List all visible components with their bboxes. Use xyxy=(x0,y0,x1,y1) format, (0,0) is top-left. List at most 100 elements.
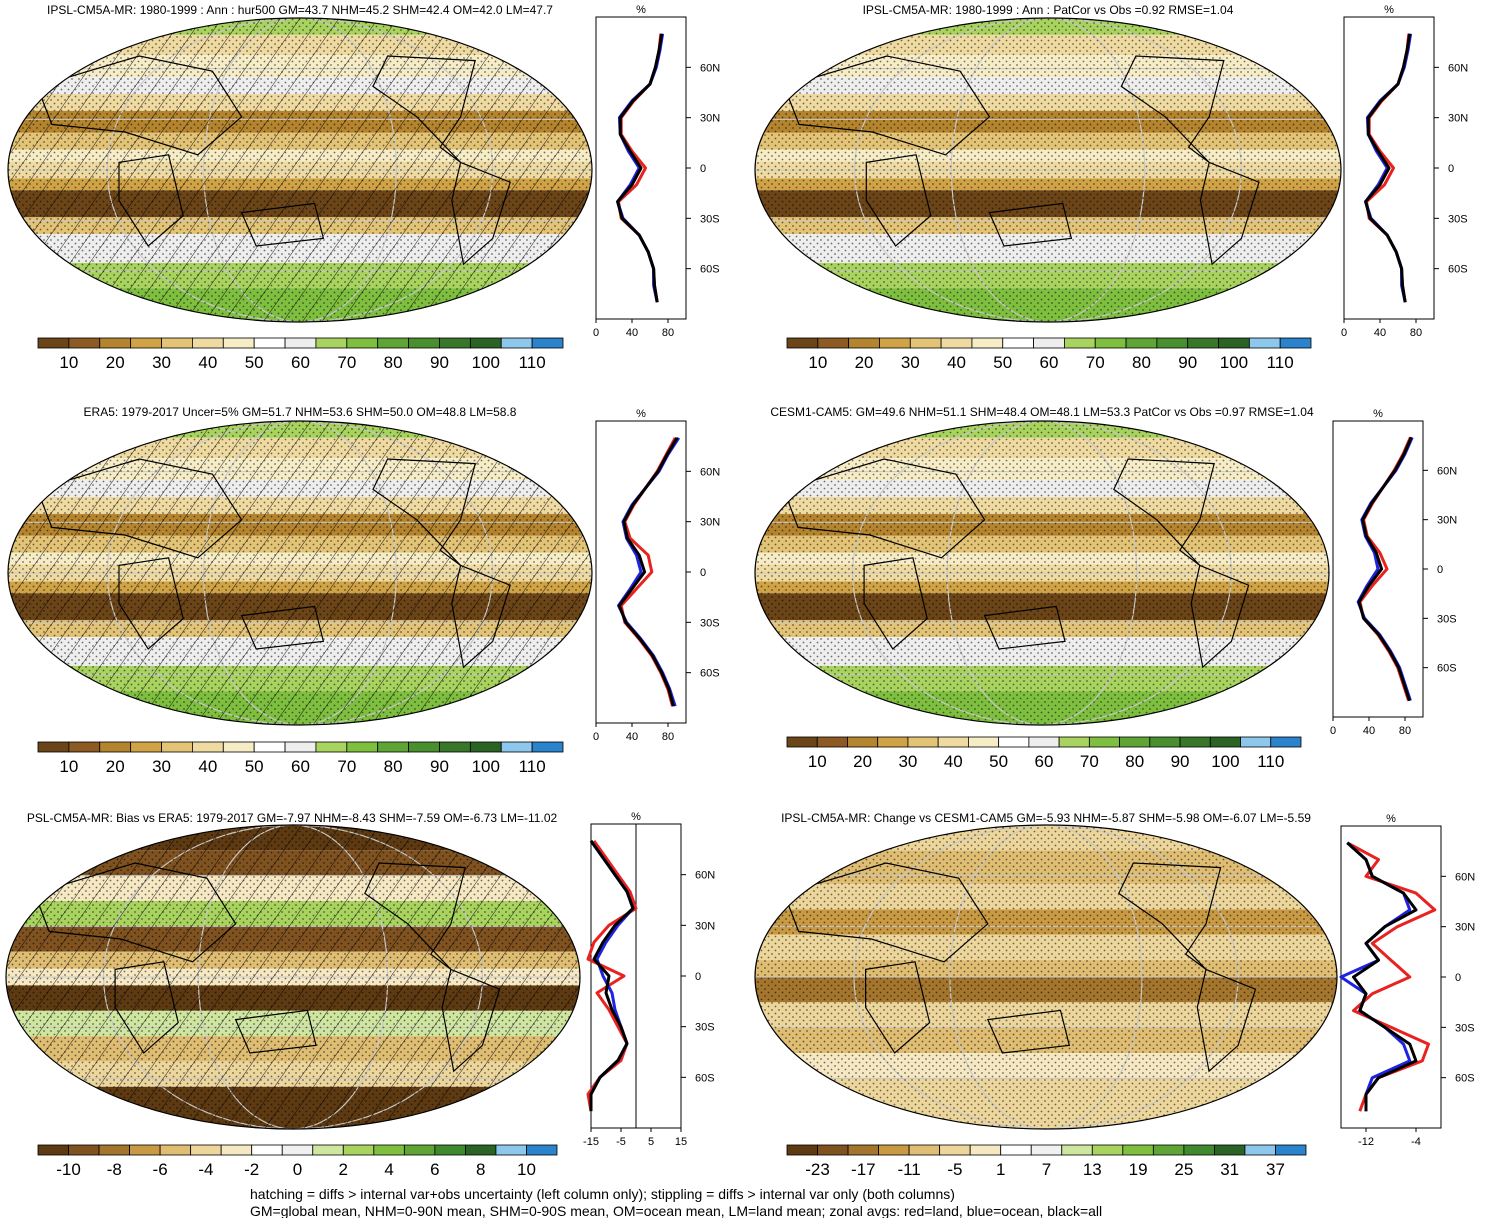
coastline xyxy=(372,458,476,566)
colorbar-swatch xyxy=(500,337,533,349)
colorbar-swatch xyxy=(99,741,132,753)
zonal-ytick-label: 60S xyxy=(700,668,720,680)
zonal-ytick-label: 0 xyxy=(700,567,706,579)
panel-0: IPSL-CM5A-MR: 1980-1999 : Ann : hur500 G… xyxy=(7,3,720,372)
zonal-ytick-label: 0 xyxy=(1448,163,1454,175)
zonal-mean-plot: % 60N 30N 0 30S 60S -15 -5 5 15 xyxy=(583,811,715,1148)
colorbar-swatch xyxy=(1240,736,1272,748)
map-outline xyxy=(754,17,1342,323)
coastline xyxy=(36,55,243,156)
colorbar-swatch xyxy=(968,736,1000,748)
zonal-ytick-label: 30S xyxy=(695,1022,715,1034)
colorbar-swatch xyxy=(1187,337,1219,349)
panel-4: PSL-CM5A-MR: Bias vs ERA5: 1979-2017 GM=… xyxy=(5,811,715,1179)
zonal-xtick-label: 15 xyxy=(675,1136,687,1148)
world-map xyxy=(754,420,1330,726)
colorbar-label: 70 xyxy=(337,353,356,372)
zonal-line-land xyxy=(586,840,638,1112)
hatching xyxy=(8,18,592,322)
footnote-hatching: hatching = diffs > internal var+obs unce… xyxy=(250,1186,955,1202)
stippling xyxy=(755,421,1329,725)
coastline xyxy=(118,557,184,650)
coastline xyxy=(234,1009,317,1054)
zonal-ytick-label: 30N xyxy=(1437,515,1457,527)
colorbar-label: -11 xyxy=(897,1160,920,1179)
zonal-ytick-label: 30S xyxy=(700,617,720,629)
panel-title: CESM1-CAM5: GM=49.6 NHM=51.1 SHM=48.4 OM… xyxy=(770,405,1314,419)
colorbar-label: 0 xyxy=(293,1160,302,1179)
zonal-ytick-label: 60S xyxy=(1455,1073,1475,1085)
colorbar-swatch xyxy=(469,741,502,753)
colorbar-label: 70 xyxy=(1080,752,1099,771)
zonal-line-ocean xyxy=(617,436,681,707)
colorbar-swatch xyxy=(98,1144,130,1156)
zonal-ytick-label: 30N xyxy=(695,920,715,932)
zonal-line-all xyxy=(1346,841,1418,1112)
colorbar-swatch xyxy=(500,741,533,753)
map-outline xyxy=(754,824,1338,1130)
colorbar-swatch xyxy=(1183,1144,1215,1156)
zonal-mean-plot: % 60N 30N 0 30S 60S 0 40 80 xyxy=(1341,4,1468,339)
zonal-xtick-label: 40 xyxy=(626,731,638,743)
colorbar-swatch xyxy=(847,736,879,748)
colorbar-swatch xyxy=(1209,736,1241,748)
zonal-ytick-label: 0 xyxy=(1455,972,1461,984)
colorbar-swatch xyxy=(346,337,379,349)
colorbar-label: 100 xyxy=(1220,353,1248,372)
colorbar-swatch xyxy=(222,741,255,753)
colorbar-swatch xyxy=(1275,1144,1307,1156)
colorbar-label: -10 xyxy=(56,1160,81,1179)
colorbar-swatch xyxy=(817,1144,849,1156)
map-outline xyxy=(5,824,581,1130)
coastline xyxy=(865,961,931,1054)
zonal-mean-plot: % 60N 30N 0 30S 60S 0 40 80 xyxy=(593,408,720,743)
colorbar-swatch xyxy=(1119,736,1151,748)
colorbar-label: 2 xyxy=(339,1160,348,1179)
zonal-xtick-label: -5 xyxy=(616,1136,626,1148)
zonal-xtick-label: 5 xyxy=(648,1136,654,1148)
colorbar-swatch xyxy=(937,736,969,748)
colorbar: 10 20 30 40 50 60 70 80 90 100 110 xyxy=(37,741,564,776)
colorbar-label: 10 xyxy=(59,353,78,372)
colorbar-swatch xyxy=(1033,337,1065,349)
zonal-unit-label: % xyxy=(636,4,646,16)
colorbar-swatch xyxy=(342,1144,375,1156)
zonal-ytick-label: 30S xyxy=(1448,213,1468,225)
zonal-xtick-label: 80 xyxy=(1399,725,1411,737)
colorbar-swatch xyxy=(190,1144,222,1156)
colorbar-swatch xyxy=(99,337,132,349)
colorbar-label: 37 xyxy=(1266,1160,1285,1179)
colorbar-label: 10 xyxy=(517,1160,536,1179)
coastline xyxy=(1113,458,1215,566)
colorbar-swatch xyxy=(377,741,409,753)
colorbar-swatch xyxy=(1279,337,1312,349)
colorbar-label: 50 xyxy=(245,353,264,372)
colorbar-swatch xyxy=(848,337,880,349)
panel-2: ERA5: 1979-2017 Uncer=5% GM=51.7 NHM=53.… xyxy=(7,405,720,776)
zonal-unit-label: % xyxy=(631,811,641,823)
coastline xyxy=(33,862,237,963)
zonal-xtick-label: 80 xyxy=(1410,327,1422,339)
hatching xyxy=(8,421,592,725)
colorbar-swatch xyxy=(1028,736,1060,748)
zonal-xtick-label: 40 xyxy=(626,327,638,339)
coastline xyxy=(783,862,989,963)
coastline xyxy=(1118,862,1222,970)
colorbar-label: 30 xyxy=(898,752,917,771)
zonal-line-all xyxy=(617,437,679,707)
panel-title: PSL-CM5A-MR: Bias vs ERA5: 1979-2017 GM=… xyxy=(27,811,558,825)
zonal-unit-label: % xyxy=(636,408,646,420)
colorbar-label: 10 xyxy=(808,353,827,372)
zonal-xtick-label: 80 xyxy=(662,731,674,743)
colorbar-swatch xyxy=(1122,1144,1154,1156)
coastline xyxy=(114,961,179,1054)
colorbar-label: 10 xyxy=(59,757,78,776)
zonal-ytick-label: 0 xyxy=(700,163,706,175)
zonal-mean-plot: % 60N 30N 0 30S 60S -12 -4 xyxy=(1339,813,1475,1148)
colorbar-swatch xyxy=(940,337,973,349)
colorbar-label: 30 xyxy=(901,353,920,372)
colorbar-label: 80 xyxy=(384,757,403,776)
colorbar-label: 40 xyxy=(947,353,966,372)
colorbar-label: 20 xyxy=(853,752,872,771)
colorbar-swatch xyxy=(253,741,286,753)
